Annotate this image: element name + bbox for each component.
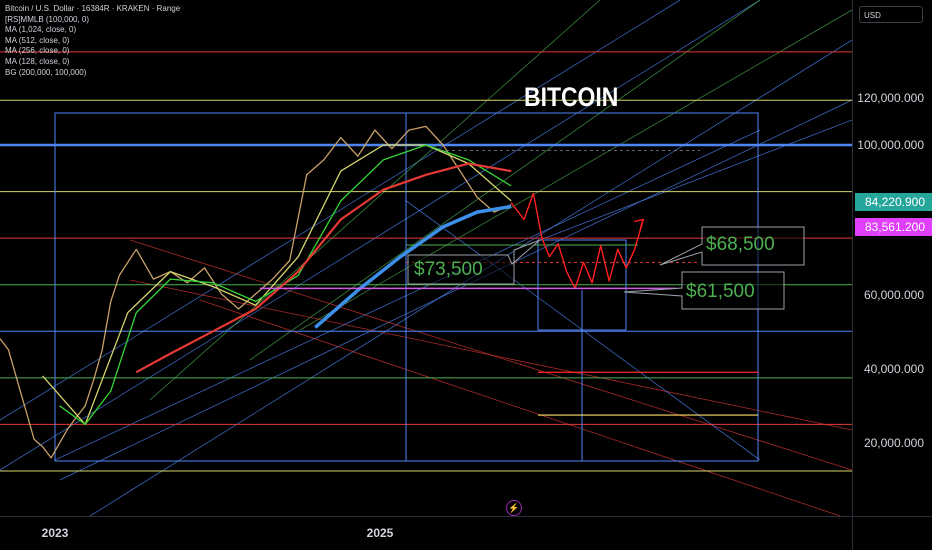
indicator-label[interactable]: [RS]MMLB (100,000, 0)	[5, 14, 90, 24]
annotation-68500[interactable]: $68,500	[706, 234, 775, 255]
annotation-61500[interactable]: $61,500	[686, 281, 755, 302]
chart-title: BITCOIN	[524, 82, 619, 112]
trend-line[interactable]	[149, 0, 601, 401]
annotation-73500[interactable]: $73,500	[414, 259, 483, 280]
y-tick-label: 60,000.000	[863, 288, 924, 302]
indicator-label[interactable]: MA (256, close, 0)	[5, 46, 70, 56]
moving-average-line[interactable]	[135, 162, 512, 374]
trend-line[interactable]	[199, 299, 853, 521]
forecast-path[interactable]	[510, 192, 644, 290]
y-tick-label: 120,000.000	[857, 91, 924, 105]
legend: Bitcoin / U.S. Dollar · 16384R · KRAKEN …	[5, 4, 180, 78]
ma-price-label: 83,561.200	[855, 218, 932, 236]
lightning-icon[interactable]: ⚡	[506, 500, 522, 516]
axis-corner	[852, 516, 932, 550]
price-candles[interactable]	[0, 125, 512, 459]
symbol-line: Bitcoin / U.S. Dollar · 16384R · KRAKEN …	[5, 4, 181, 13]
price-axis[interactable]: USD 120,000.000 100,000.000 60,000.000 4…	[852, 0, 932, 516]
trend-line[interactable]	[249, 0, 761, 361]
chart-canvas	[0, 0, 853, 521]
x-tick-label: 2023	[41, 526, 69, 540]
trend-line[interactable]	[299, 9, 853, 331]
trend-line[interactable]	[129, 279, 853, 431]
trend-line[interactable]	[539, 119, 853, 241]
currency-selector[interactable]: USD	[859, 6, 923, 23]
moving-average-line[interactable]	[59, 144, 512, 426]
plot-area[interactable]: Bitcoin / U.S. Dollar · 16384R · KRAKEN …	[0, 0, 853, 521]
forecast-arrowhead	[634, 218, 645, 229]
time-axis[interactable]: 2023 2025	[0, 516, 852, 550]
trend-line[interactable]	[54, 129, 761, 461]
indicator-label[interactable]: MA (1,024, close, 0)	[5, 25, 77, 35]
y-tick-label: 20,000.000	[863, 436, 924, 450]
callout-box[interactable]	[623, 271, 785, 310]
currency-label: USD	[864, 11, 881, 20]
indicator-label[interactable]: BG (200,000, 100,000)	[5, 67, 87, 77]
indicator-label[interactable]: MA (128, close, 0)	[5, 56, 70, 66]
moving-average-line[interactable]	[314, 204, 512, 329]
y-tick-label: 40,000.000	[863, 362, 924, 376]
y-tick-label: 100,000.000	[857, 138, 924, 152]
last-price-label: 84,220.900	[855, 193, 932, 211]
trend-line[interactable]	[0, 0, 761, 471]
callout-box[interactable]	[407, 239, 541, 285]
callout-box[interactable]	[659, 226, 805, 266]
trend-line[interactable]	[59, 99, 853, 481]
indicator-label[interactable]: MA (512, close, 0)	[5, 35, 70, 45]
x-tick-label: 2025	[366, 526, 394, 540]
